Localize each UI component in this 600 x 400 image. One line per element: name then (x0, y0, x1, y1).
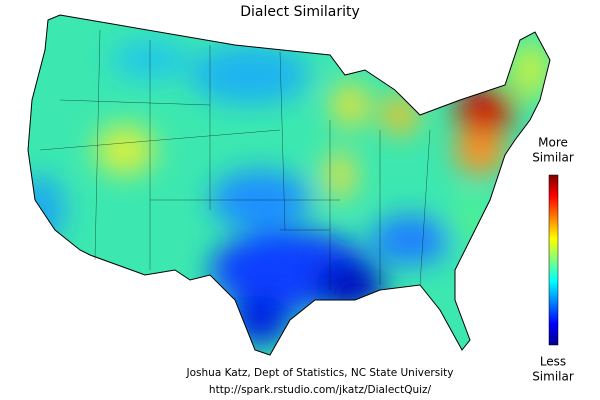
legend-top-label: More (538, 136, 568, 150)
legend-bottom-label: Similar (532, 370, 574, 384)
legend-top-label: Similar (532, 151, 574, 165)
credit-line: Joshua Katz, Dept of Statistics, NC Stat… (186, 367, 454, 379)
map-title: Dialect Similarity (240, 4, 360, 20)
us-outline (27, 14, 551, 356)
credit-url: http://spark.rstudio.com/jkatz/DialectQu… (209, 384, 432, 396)
color-scale (548, 174, 559, 346)
legend-bottom-label: Less (540, 355, 566, 369)
state-borders (39, 29, 431, 290)
